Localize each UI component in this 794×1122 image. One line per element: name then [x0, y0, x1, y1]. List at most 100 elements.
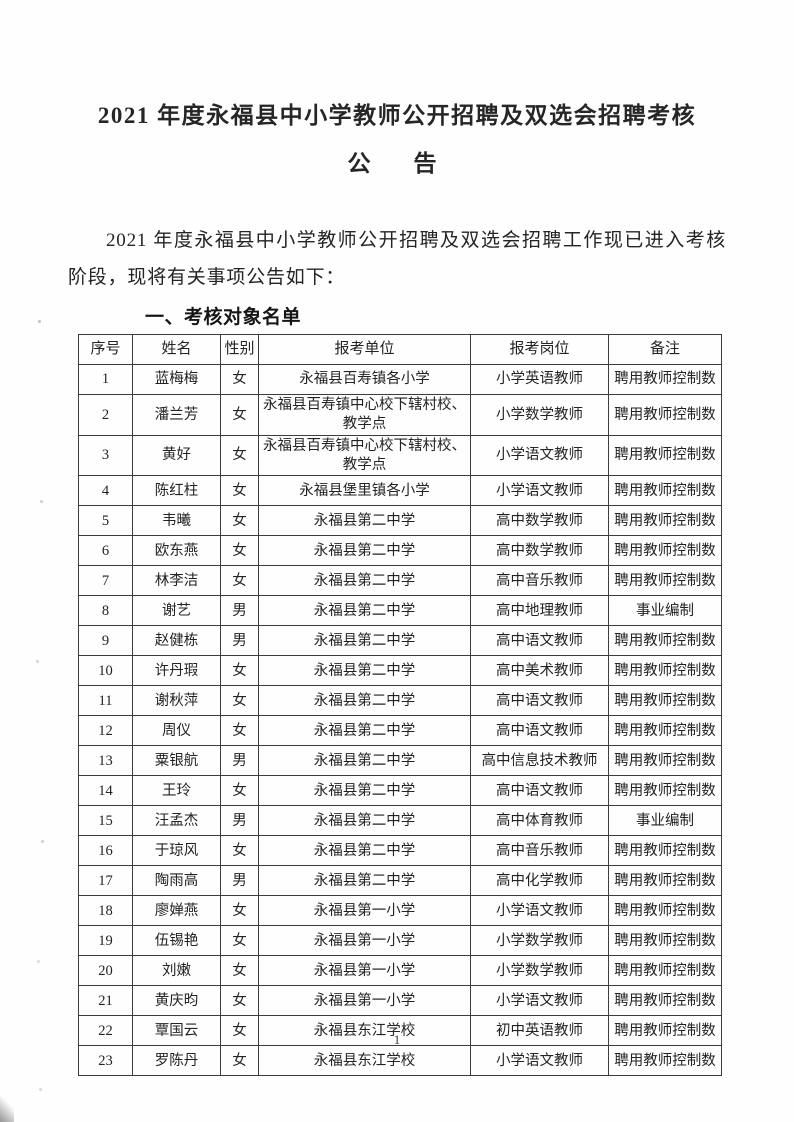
table-row: 18 廖婵燕女永福县第一小学 小学语文教师 聘用教师控制数 [78, 895, 722, 927]
table-cell: 女 [220, 955, 259, 987]
column-header: 姓名 [132, 334, 221, 366]
table-cell: 高中体育教师 [470, 805, 609, 837]
table-cell: 2 [78, 394, 133, 436]
table-cell: 高中美术教师 [470, 655, 609, 687]
table-row: 5 韦曦女永福县第二中学 高中数学教师 聘用教师控制数 [78, 505, 722, 537]
column-header: 备注 [608, 334, 722, 366]
table-cell: 伍锡艳 [132, 925, 221, 957]
table-row: 12 周仪女永福县第二中学 高中语文教师 聘用教师控制数 [78, 715, 722, 747]
table-cell: 20 [78, 955, 133, 987]
table-cell: 聘用教师控制数 [608, 925, 722, 957]
table-cell: 林李洁 [132, 565, 221, 597]
document-title: 2021 年度永福县中小学教师公开招聘及双选会招聘考核 [97, 103, 697, 128]
table-cell: 男 [220, 805, 259, 837]
table-cell: 黄好 [132, 434, 221, 477]
table-cell: 女 [220, 394, 259, 436]
intro-paragraph: 2021 年度永福县中小学教师公开招聘及双选会招聘工作现已进入考核阶段，现将有关… [68, 230, 726, 289]
candidate-roster-table: 序号 姓名 性别 报考单位 报考岗位 备注 1 蓝梅梅女永福县百寿镇各小学 小学英语教师 聘用教… [78, 334, 722, 1077]
scan-speckles [38, 320, 41, 323]
table-cell: 事业编制 [608, 595, 722, 627]
table-cell: 14 [78, 775, 133, 807]
table-cell: 事业编制 [608, 805, 722, 837]
table-cell: 高中数学教师 [470, 535, 609, 567]
table-cell: 女 [220, 434, 259, 477]
table-cell: 永福县第二中学 [258, 685, 471, 717]
table-cell: 永福县百寿镇中心校下辖村校、教学点 [258, 434, 471, 477]
table-cell: 10 [78, 655, 133, 687]
table-cell: 女 [220, 685, 259, 717]
table-cell: 永福县第二中学 [258, 625, 471, 657]
table-cell: 聘用教师控制数 [608, 364, 722, 396]
column-header: 性别 [220, 334, 259, 366]
table-row: 22 覃国云女永福县东江学校 初中英语教师 聘用教师控制数 [78, 1015, 722, 1047]
table-cell: 女 [220, 475, 259, 507]
table-cell: 1 [78, 364, 133, 396]
table-cell: 永福县第二中学 [258, 775, 471, 807]
table-cell: 许丹瑕 [132, 655, 221, 687]
table-cell: 永福县东江学校 [258, 1045, 471, 1077]
table-cell: 永福县第二中学 [258, 805, 471, 837]
table-row: 16 于琼风女永福县第二中学 高中音乐教师 聘用教师控制数 [78, 835, 722, 867]
table-cell: 小学语文教师 [470, 434, 609, 477]
table-cell: 陶雨高 [132, 865, 221, 897]
table-cell: 永福县东江学校 [258, 1015, 471, 1047]
table-cell: 女 [220, 835, 259, 867]
table-cell: 永福县第一小学 [258, 925, 471, 957]
table-row: 23 罗陈丹女永福县东江学校 小学语文教师 聘用教师控制数 [78, 1045, 722, 1077]
table-cell: 永福县百寿镇各小学 [258, 364, 471, 396]
table-cell: 高中化学教师 [470, 865, 609, 897]
table-cell: 11 [78, 685, 133, 717]
table-cell: 永福县第一小学 [258, 955, 471, 987]
table-cell: 女 [220, 655, 259, 687]
table-cell: 罗陈丹 [132, 1045, 221, 1077]
table-cell: 聘用教师控制数 [608, 535, 722, 567]
table-cell: 高中语文教师 [470, 625, 609, 657]
table-cell: 永福县第二中学 [258, 595, 471, 627]
table-cell: 8 [78, 595, 133, 627]
table-cell: 谢秋萍 [132, 685, 221, 717]
scan-corner-artifact [0, 1096, 14, 1122]
table-row: 8 谢艺男永福县第二中学 高中地理教师 事业编制 [78, 595, 722, 627]
table-cell: 于琼风 [132, 835, 221, 867]
table-cell: 永福县堡里镇各小学 [258, 475, 471, 507]
table-cell: 永福县第二中学 [258, 865, 471, 897]
table-cell: 永福县第二中学 [258, 535, 471, 567]
table-cell: 谢艺 [132, 595, 221, 627]
table-cell: 高中地理教师 [470, 595, 609, 627]
table-cell: 聘用教师控制数 [608, 475, 722, 507]
table-cell: 潘兰芳 [132, 394, 221, 436]
column-header: 序号 [78, 334, 133, 366]
table-cell: 高中信息技术教师 [470, 745, 609, 777]
table-cell: 小学数学教师 [470, 955, 609, 987]
table-cell: 高中语文教师 [470, 715, 609, 747]
table-cell: 小学语文教师 [470, 895, 609, 927]
table-cell: 女 [220, 1045, 259, 1077]
table-row: 2 潘兰芳女永福县百寿镇中心校下辖村校、教学点 小学数学教师 聘用教师控制数 [78, 394, 722, 436]
table-cell: 聘用教师控制数 [608, 865, 722, 897]
table-cell: 永福县百寿镇中心校下辖村校、教学点 [258, 394, 471, 436]
table-row: 13 粟银航男永福县第二中学 高中信息技术教师 聘用教师控制数 [78, 745, 722, 777]
table-cell: 15 [78, 805, 133, 837]
table-cell: 女 [220, 364, 259, 396]
table-row: 21 黄庆昀女永福县第一小学 小学语文教师 聘用教师控制数 [78, 985, 722, 1017]
table-cell: 蓝梅梅 [132, 364, 221, 396]
table-cell: 高中语文教师 [470, 685, 609, 717]
table-cell: 聘用教师控制数 [608, 505, 722, 537]
table-row: 3 黄好女永福县百寿镇中心校下辖村校、教学点 小学语文教师 聘用教师控制数 [78, 434, 722, 477]
table-row: 7 林李洁女永福县第二中学 高中音乐教师 聘用教师控制数 [78, 565, 722, 597]
table-cell: 小学数学教师 [470, 394, 609, 436]
table-cell: 廖婵燕 [132, 895, 221, 927]
table-row: 11 谢秋萍女永福县第二中学 高中语文教师 聘用教师控制数 [78, 685, 722, 717]
table-row: 1 蓝梅梅女永福县百寿镇各小学 小学英语教师 聘用教师控制数 [78, 364, 722, 396]
table-cell: 小学英语教师 [470, 364, 609, 396]
table-row: 4 陈红柱女永福县堡里镇各小学 小学语文教师 聘用教师控制数 [78, 475, 722, 507]
table-cell: 永福县第二中学 [258, 655, 471, 687]
table-cell: 覃国云 [132, 1015, 221, 1047]
table-cell: 永福县第二中学 [258, 505, 471, 537]
table-cell: 小学语文教师 [470, 475, 609, 507]
table-row: 20 刘嫩女永福县第一小学 小学数学教师 聘用教师控制数 [78, 955, 722, 987]
table-cell: 粟银航 [132, 745, 221, 777]
table-cell: 聘用教师控制数 [608, 394, 722, 436]
table-cell: 4 [78, 475, 133, 507]
table-cell: 高中音乐教师 [470, 565, 609, 597]
